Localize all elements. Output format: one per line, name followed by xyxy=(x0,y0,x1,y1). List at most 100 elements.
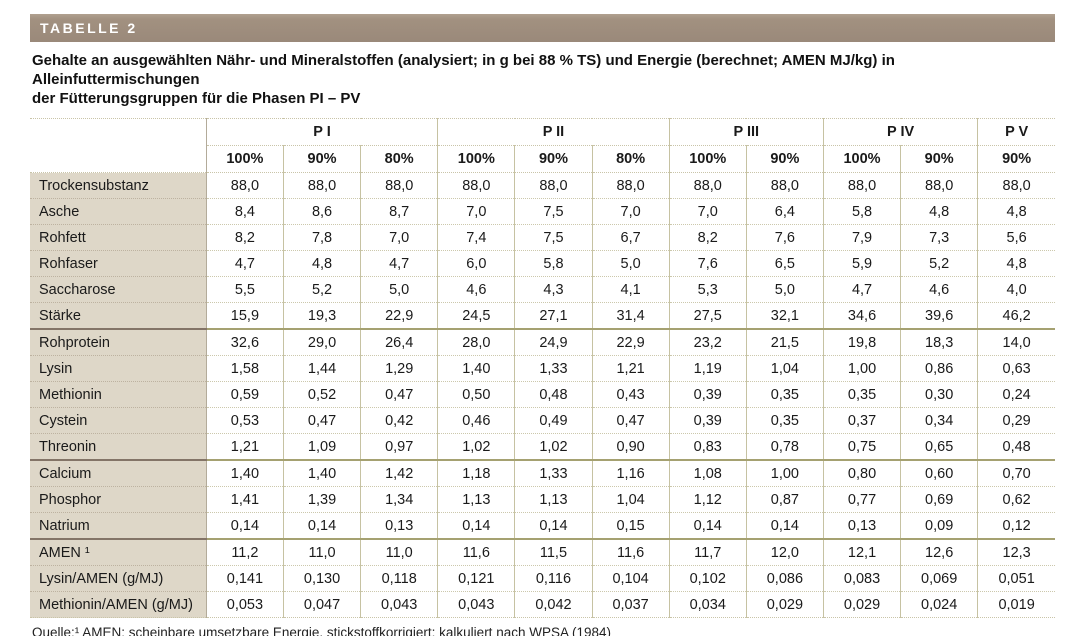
table-title-line2: der Fütterungsgruppen für die Phasen PI … xyxy=(32,90,361,107)
value-cell: 0,69 xyxy=(900,486,978,513)
row-label: Saccharose xyxy=(30,276,207,303)
value-cell: 1,40 xyxy=(282,460,361,487)
value-cell: 0,90 xyxy=(591,433,670,461)
row-label: Rohprotein xyxy=(30,329,207,356)
phase-group-header: P III xyxy=(668,118,824,146)
value-cell: 11,7 xyxy=(668,539,747,566)
phase-group-header: P I xyxy=(205,118,438,146)
value-cell: 12,6 xyxy=(900,539,978,566)
value-cell: 24,9 xyxy=(514,329,593,356)
value-cell: 12,1 xyxy=(822,539,901,566)
value-cell: 14,0 xyxy=(977,329,1055,356)
value-cell: 0,47 xyxy=(282,407,361,434)
value-cell: 4,3 xyxy=(514,276,593,303)
table-row: Rohprotein 32,6 29,0 26,4 28,0 24,9 22,9 23,2 21… xyxy=(30,329,1055,356)
value-cell: 0,78 xyxy=(745,433,824,461)
value-cell: 7,5 xyxy=(514,198,593,225)
table-row: Methionin 0,59 0,52 0,47 0,50 0,48 0,43 0,39 0,3… xyxy=(30,381,1055,408)
value-cell: 0,63 xyxy=(977,355,1055,382)
row-label: Asche xyxy=(30,198,207,225)
table-row: Methionin/AMEN (g/MJ) 0,053 0,047 0,043 0,04… xyxy=(30,591,1055,618)
table-row: Lysin/AMEN (g/MJ) 0,141 0,130 0,118 0,121 0,1… xyxy=(30,565,1055,592)
value-cell: 8,2 xyxy=(206,224,284,251)
row-label: Cystein xyxy=(30,407,207,434)
value-cell: 0,53 xyxy=(206,407,284,434)
value-cell: 0,14 xyxy=(745,512,824,540)
table-row: Natrium 0,14 0,14 0,13 0,14 0,14 0,15 0,14 0,14 0… xyxy=(30,512,1055,540)
value-cell: 0,37 xyxy=(822,407,901,434)
percentage-header: 100% xyxy=(437,145,515,173)
value-cell: 18,3 xyxy=(900,329,978,356)
table-row: Lysin 1,58 1,44 1,29 1,40 1,33 1,21 1,19 1,04 1,0… xyxy=(30,355,1055,382)
value-cell: 0,39 xyxy=(668,407,747,434)
value-cell: 0,121 xyxy=(437,565,515,592)
value-cell: 34,6 xyxy=(822,302,901,330)
value-cell: 46,2 xyxy=(977,302,1055,330)
value-cell: 0,77 xyxy=(822,486,901,513)
value-cell: 88,0 xyxy=(360,172,438,199)
value-cell: 1,58 xyxy=(206,355,284,382)
value-cell: 0,46 xyxy=(437,407,515,434)
value-cell: 32,1 xyxy=(745,302,824,330)
value-cell: 0,24 xyxy=(977,381,1055,408)
value-cell: 1,21 xyxy=(591,355,670,382)
value-cell: 7,0 xyxy=(437,198,515,225)
value-cell: 29,0 xyxy=(282,329,361,356)
value-cell: 1,13 xyxy=(514,486,593,513)
table-row: Rohfett 8,2 7,8 7,0 7,4 7,5 6,7 8,2 7,6 7,9 7,3 5,6 xyxy=(30,224,1055,251)
table-tag-label: TABELLE 2 xyxy=(40,20,138,36)
value-cell: 88,0 xyxy=(745,172,824,199)
row-label: Rohfaser xyxy=(30,250,207,277)
value-cell: 0,118 xyxy=(360,565,438,592)
value-cell: 1,13 xyxy=(437,486,515,513)
value-cell: 27,5 xyxy=(668,302,747,330)
table-row: Saccharose 5,5 5,2 5,0 4,6 4,3 4,1 5,3 5,0 4,7 4,6… xyxy=(30,276,1055,303)
row-label: Calcium xyxy=(30,460,207,487)
table-row: AMEN ¹ 11,2 11,0 11,0 11,6 11,5 11,6 11,7 12,0 12… xyxy=(30,539,1055,566)
table-row: Phosphor 1,41 1,39 1,34 1,13 1,13 1,04 1,12 0,87… xyxy=(30,486,1055,513)
value-cell: 1,16 xyxy=(591,460,670,487)
row-label: Phosphor xyxy=(30,486,207,513)
value-cell: 0,75 xyxy=(822,433,901,461)
value-cell: 7,0 xyxy=(360,224,438,251)
value-cell: 21,5 xyxy=(745,329,824,356)
value-cell: 1,40 xyxy=(206,460,284,487)
value-cell: 11,5 xyxy=(514,539,593,566)
value-cell: 32,6 xyxy=(206,329,284,356)
value-cell: 1,12 xyxy=(668,486,747,513)
percentage-header: 100% xyxy=(206,145,284,173)
value-cell: 0,051 xyxy=(977,565,1055,592)
value-cell: 23,2 xyxy=(668,329,747,356)
value-cell: 0,87 xyxy=(745,486,824,513)
value-cell: 12,0 xyxy=(745,539,824,566)
value-cell: 0,037 xyxy=(591,591,670,618)
value-cell: 88,0 xyxy=(514,172,593,199)
row-label: AMEN ¹ xyxy=(30,539,207,566)
value-cell: 1,42 xyxy=(360,460,438,487)
percentage-header: 90% xyxy=(900,145,978,173)
value-cell: 1,00 xyxy=(822,355,901,382)
value-cell: 5,2 xyxy=(282,276,361,303)
value-cell: 5,0 xyxy=(591,250,670,277)
value-cell: 5,6 xyxy=(977,224,1055,251)
value-cell: 0,39 xyxy=(668,381,747,408)
value-cell: 22,9 xyxy=(360,302,438,330)
value-cell: 0,60 xyxy=(900,460,978,487)
value-cell: 0,59 xyxy=(206,381,284,408)
value-cell: 0,47 xyxy=(360,381,438,408)
value-cell: 11,0 xyxy=(360,539,438,566)
value-cell: 1,29 xyxy=(360,355,438,382)
value-cell: 4,7 xyxy=(206,250,284,277)
value-cell: 11,2 xyxy=(206,539,284,566)
value-cell: 0,50 xyxy=(437,381,515,408)
table-row: Calcium 1,40 1,40 1,42 1,18 1,33 1,16 1,08 1,00 0… xyxy=(30,460,1055,487)
value-cell: 24,5 xyxy=(437,302,515,330)
value-cell: 5,8 xyxy=(514,250,593,277)
value-cell: 1,41 xyxy=(206,486,284,513)
row-label: Threonin xyxy=(30,433,207,461)
value-cell: 0,47 xyxy=(591,407,670,434)
value-cell: 0,35 xyxy=(745,407,824,434)
value-cell: 0,49 xyxy=(514,407,593,434)
